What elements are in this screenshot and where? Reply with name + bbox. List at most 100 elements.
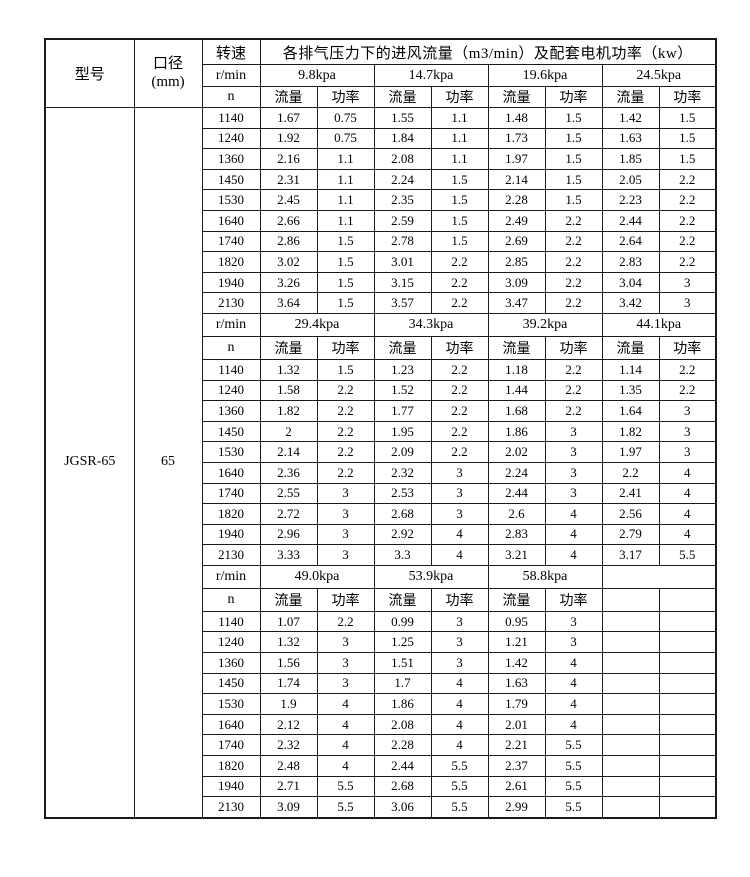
power-value-cell: 4 <box>430 523 489 546</box>
power-value-cell: 1.5 <box>430 168 489 191</box>
flow-value-cell: 0.95 <box>487 610 546 633</box>
power-value-cell <box>658 693 717 715</box>
power-value-cell: 4 <box>544 652 603 674</box>
model-value-cell: JGSR-65 <box>44 106 135 819</box>
data-row: 1820 2.72 3 2.68 3 2.6 4 2.56 4 <box>45 503 717 525</box>
flow-value-cell <box>601 734 660 757</box>
power-value-cell: 3 <box>544 631 603 654</box>
flow-header: 流量 <box>487 587 546 612</box>
rpm-unit-header: r/min <box>201 312 261 337</box>
power-value-cell: 4 <box>658 461 717 484</box>
flow-header: 流量 <box>373 86 432 108</box>
power-value-cell: 2.2 <box>316 379 375 402</box>
power-value-cell: 2.2 <box>430 251 489 273</box>
flow-value-cell: 1.48 <box>487 107 546 129</box>
data-row: 1240 1.58 2.2 1.52 2.2 1.44 2.2 1.35 2.2 <box>45 379 717 402</box>
power-value-cell: 3 <box>544 482 603 505</box>
power-value-cell: 3 <box>544 420 603 443</box>
power-value-cell: 2.2 <box>316 610 375 633</box>
flow-value-cell <box>601 755 660 777</box>
flow-value-cell: 2.08 <box>373 713 432 736</box>
speed-value-cell: 1240 <box>201 127 261 150</box>
n-header: n <box>201 335 261 360</box>
speed-value-cell: 1450 <box>201 672 261 695</box>
flow-header: 流量 <box>373 335 432 360</box>
power-value-cell: 1.5 <box>544 127 603 150</box>
flow-value-cell: 3.64 <box>259 292 318 314</box>
flow-value-cell: 2.83 <box>487 523 546 546</box>
speed-value-cell: 1530 <box>201 441 261 463</box>
speed-value-cell: 2130 <box>201 292 261 314</box>
flow-value-cell: 2.49 <box>487 209 546 232</box>
power-header: 功率 <box>544 587 603 612</box>
flow-value-cell: 2.12 <box>259 713 318 736</box>
data-row: 2130 3.33 3 3.3 4 3.21 4 3.17 5.5 <box>45 544 717 566</box>
power-value-cell: 3 <box>430 652 489 674</box>
power-value-cell: 5.5 <box>316 796 375 819</box>
pressure-subheader-row: r/min 29.4kpa 34.3kpa 39.2kpa 44.1kpa <box>45 312 717 337</box>
flow-value-cell: 3.42 <box>601 292 660 314</box>
flow-value-cell: 1.95 <box>373 420 432 443</box>
power-value-cell: 2.2 <box>544 230 603 253</box>
flow-value-cell: 2.09 <box>373 441 432 463</box>
flow-value-cell: 2.68 <box>373 775 432 798</box>
speed-value-cell: 1240 <box>201 631 261 654</box>
power-value-cell <box>658 610 717 633</box>
power-value-cell: 2.2 <box>430 441 489 463</box>
power-value-cell: 5.5 <box>544 775 603 798</box>
power-value-cell <box>658 652 717 674</box>
flow-value-cell: 1.79 <box>487 693 546 715</box>
power-value-cell: 2.2 <box>658 168 717 191</box>
power-value-cell: 1.1 <box>430 107 489 129</box>
power-value-cell: 3 <box>658 441 717 463</box>
flow-value-cell: 1.21 <box>487 631 546 654</box>
power-value-cell: 1.5 <box>316 292 375 314</box>
flow-value-cell: 2.32 <box>259 734 318 757</box>
speed-value-cell: 1360 <box>201 400 261 422</box>
power-value-cell: 2.2 <box>544 271 603 294</box>
flow-value-cell: 2.72 <box>259 503 318 525</box>
flow-value-cell <box>601 672 660 695</box>
flow-value-cell: 1.92 <box>259 127 318 150</box>
flow-value-cell: 1.86 <box>373 693 432 715</box>
power-value-cell: 4 <box>430 544 489 566</box>
pressure-header: 58.8kpa <box>487 564 603 589</box>
flow-value-cell: 2.55 <box>259 482 318 505</box>
speed-value-cell: 1530 <box>201 693 261 715</box>
flow-value-cell: 1.32 <box>259 631 318 654</box>
power-value-cell: 4 <box>658 503 717 525</box>
pressure-header: 24.5kpa <box>601 64 717 87</box>
power-value-cell: 1.5 <box>658 107 717 129</box>
power-value-cell: 1.5 <box>316 251 375 273</box>
data-row: 1530 2.14 2.2 2.09 2.2 2.02 3 1.97 3 <box>45 441 717 463</box>
power-value-cell: 2.2 <box>430 420 489 443</box>
data-row: 1360 2.16 1.1 2.08 1.1 1.97 1.5 1.85 1.5 <box>45 148 717 170</box>
flow-value-cell: 2.96 <box>259 523 318 546</box>
power-value-cell: 2.2 <box>544 379 603 402</box>
data-row: 1640 2.66 1.1 2.59 1.5 2.49 2.2 2.44 2.2 <box>45 209 717 232</box>
flow-value-cell <box>601 775 660 798</box>
power-value-cell: 3 <box>544 441 603 463</box>
data-row: 1360 1.82 2.2 1.77 2.2 1.68 2.2 1.64 3 <box>45 400 717 422</box>
power-value-cell: 4 <box>430 693 489 715</box>
diameter-value-cell: 65 <box>133 106 203 819</box>
power-value-cell: 1.1 <box>316 189 375 211</box>
flow-value-cell: 2.36 <box>259 461 318 484</box>
speed-value-cell: 1820 <box>201 251 261 273</box>
flow-value-cell: 2.53 <box>373 482 432 505</box>
flow-value-cell: 3.3 <box>373 544 432 566</box>
pressure-header: 19.6kpa <box>487 64 603 87</box>
power-value-cell: 3 <box>544 461 603 484</box>
pressure-header: 34.3kpa <box>373 312 489 337</box>
flow-value-cell: 2.86 <box>259 230 318 253</box>
power-value-cell: 3 <box>430 503 489 525</box>
flow-value-cell: 3.09 <box>259 796 318 819</box>
power-value-cell: 1.5 <box>316 358 375 381</box>
flow-value-cell: 1.23 <box>373 358 432 381</box>
pressure-header: 44.1kpa <box>601 312 717 337</box>
power-value-cell: 3 <box>316 482 375 505</box>
power-value-cell: 5.5 <box>544 755 603 777</box>
data-row: 1140 1.32 1.5 1.23 2.2 1.18 2.2 1.14 2.2 <box>45 358 717 381</box>
power-value-cell: 5.5 <box>658 544 717 566</box>
flow-value-cell: 1.68 <box>487 400 546 422</box>
